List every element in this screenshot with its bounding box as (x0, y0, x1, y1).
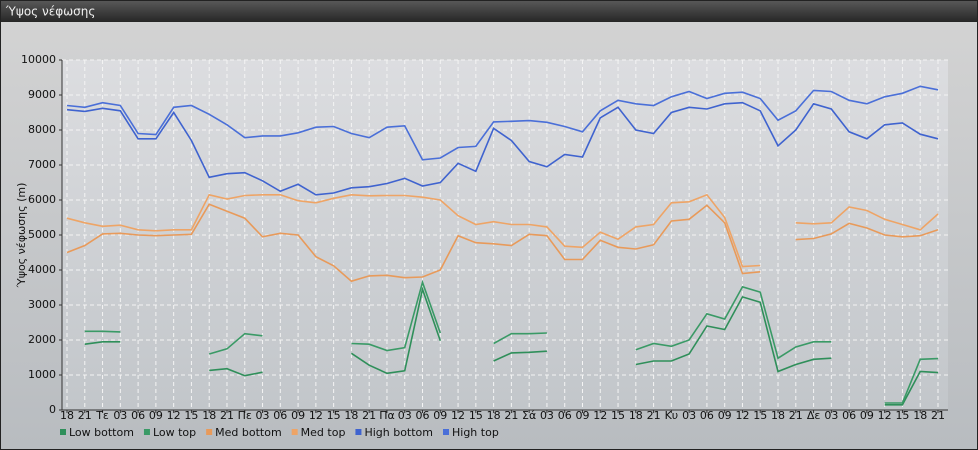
legend-swatch (443, 429, 449, 435)
y-tick-label: 0 (49, 403, 56, 416)
series-line (66, 101, 939, 196)
y-tick-label: 4000 (28, 263, 56, 276)
x-tick-label: 06 (842, 409, 856, 422)
x-tick-label: 15 (753, 409, 767, 422)
x-tick-label: Τε (95, 409, 109, 422)
legend-swatch (206, 429, 213, 435)
x-tick-label: 12 (167, 409, 181, 422)
y-tick-label: 7000 (28, 158, 56, 171)
legend-label: Med top (301, 426, 346, 439)
x-tick-label: 12 (593, 409, 607, 422)
y-tick-label: 3000 (28, 298, 56, 311)
x-tick-label: 21 (647, 409, 661, 422)
x-tick-label: Δε (807, 409, 821, 422)
legend-swatch (291, 429, 298, 435)
x-tick-label: 06 (273, 409, 287, 422)
legend-label: Low bottom (69, 426, 134, 439)
x-tick-label: 12 (451, 409, 465, 422)
x-tick-label: 12 (878, 409, 892, 422)
x-tick-label: 06 (558, 409, 572, 422)
x-tick-label: 15 (469, 409, 483, 422)
x-tick-label: 15 (611, 409, 625, 422)
x-tick-label: 18 (344, 409, 358, 422)
y-axis-label: Ύψος νέφωσης (m) (15, 183, 28, 289)
legend-label: Med bottom (215, 426, 282, 439)
x-tick-label: 21 (78, 409, 92, 422)
series-line (84, 286, 939, 406)
x-tick-label: 06 (131, 409, 145, 422)
legend-swatch (143, 429, 150, 435)
legend-label: Low top (153, 426, 196, 439)
x-tick-label: 09 (433, 409, 447, 422)
y-tick-label: 9000 (28, 88, 56, 101)
y-tick-label: 8000 (28, 123, 56, 136)
x-tick-label: 09 (149, 409, 163, 422)
x-tick-label: 15 (184, 409, 198, 422)
x-tick-label: 09 (575, 409, 589, 422)
y-tick-label: 10000 (21, 53, 56, 66)
x-tick-label: 12 (735, 409, 749, 422)
title-bar (0, 0, 978, 22)
legend-label: High bottom (364, 426, 433, 439)
x-tick-label: 15 (895, 409, 909, 422)
y-tick-label: 5000 (28, 228, 56, 241)
x-tick-label: 15 (327, 409, 341, 422)
x-tick-label: 09 (860, 409, 874, 422)
x-tick-label: Πα (379, 409, 395, 422)
x-tick-label: 03 (682, 409, 696, 422)
x-tick-label: 18 (771, 409, 785, 422)
y-tick-label: 2000 (28, 333, 56, 346)
x-tick-label: 18 (487, 409, 501, 422)
panel-title: Ύψος νέφωσης (5, 5, 95, 19)
x-tick-label: Πε (238, 409, 252, 422)
legend-swatch (60, 429, 66, 435)
y-tick-label: 6000 (28, 193, 56, 206)
x-tick-label: 03 (398, 409, 412, 422)
series-line (84, 279, 939, 404)
x-tick-label: 21 (789, 409, 803, 422)
x-tick-label: 21 (931, 409, 945, 422)
x-tick-label: Κυ (665, 409, 679, 422)
x-tick-label: 03 (256, 409, 270, 422)
x-tick-label: 09 (291, 409, 305, 422)
x-tick-label: 21 (362, 409, 376, 422)
x-tick-label: 12 (309, 409, 323, 422)
x-tick-label: 03 (824, 409, 838, 422)
x-tick-label: 21 (220, 409, 234, 422)
y-tick-label: 1000 (28, 368, 56, 381)
x-tick-label: 09 (718, 409, 732, 422)
x-tick-label: 03 (540, 409, 554, 422)
x-tick-label: 18 (629, 409, 643, 422)
x-tick-label: 18 (60, 409, 74, 422)
series-line (66, 203, 939, 283)
x-tick-label: 18 (913, 409, 927, 422)
x-tick-label: Σά (522, 409, 536, 422)
x-tick-label: 06 (700, 409, 714, 422)
x-tick-label: 21 (504, 409, 518, 422)
x-tick-label: 18 (202, 409, 216, 422)
x-tick-label: 06 (416, 409, 430, 422)
legend-label: High top (452, 426, 499, 439)
x-tick-label: 03 (113, 409, 127, 422)
legend-swatch (355, 429, 362, 435)
series-line (66, 85, 939, 161)
series-line (66, 193, 939, 268)
